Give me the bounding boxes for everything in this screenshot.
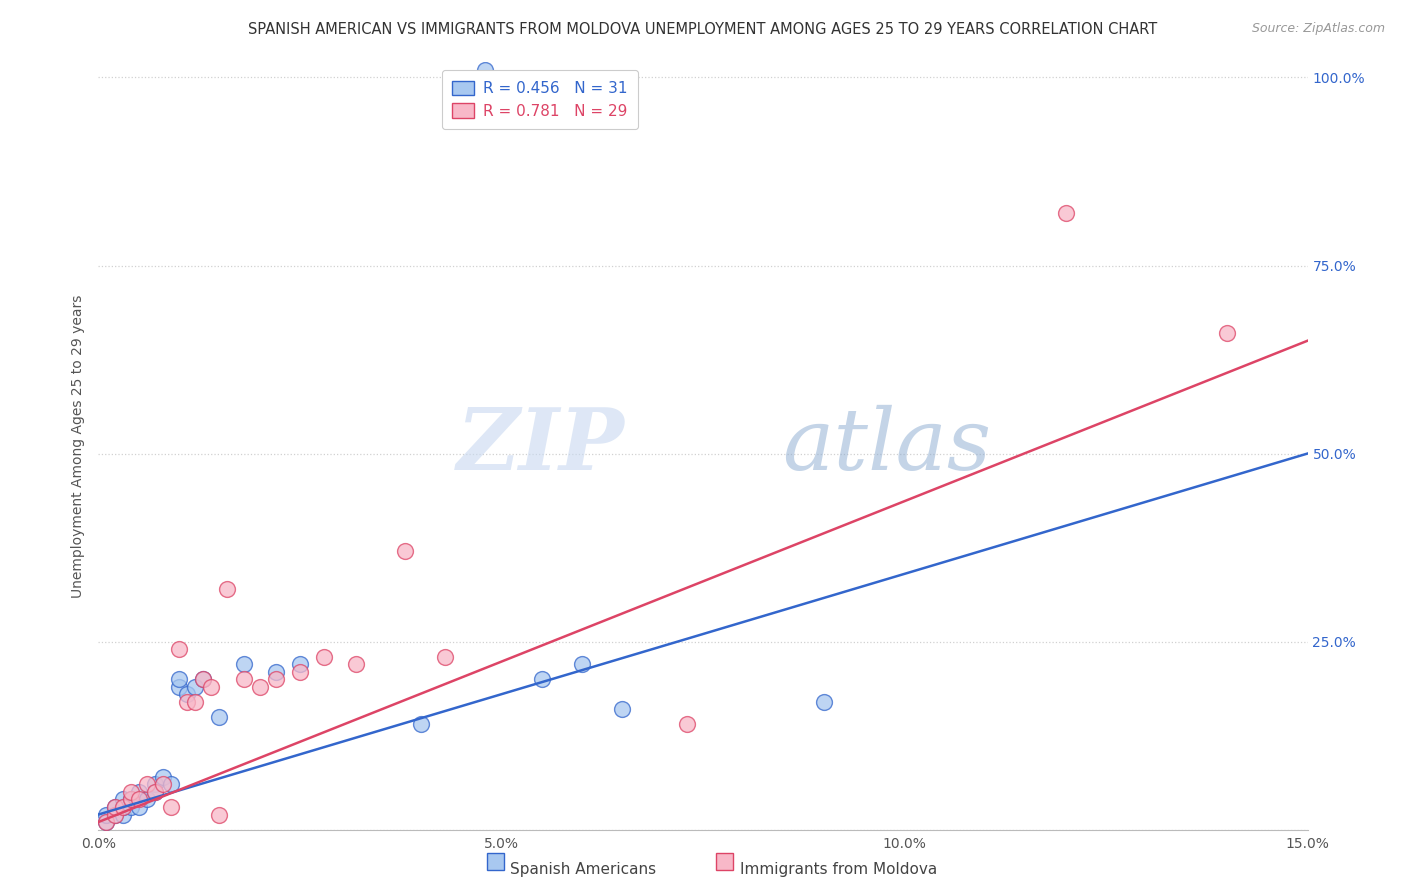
Point — [135, 792, 157, 806]
Text: Immigrants from Moldova: Immigrants from Moldova — [740, 863, 936, 877]
Point — [394, 544, 416, 558]
Text: atlas: atlas — [782, 405, 991, 487]
Legend: R = 0.456   N = 31, R = 0.781   N = 29: R = 0.456 N = 31, R = 0.781 N = 29 — [441, 70, 638, 129]
Point — [193, 672, 215, 686]
Point — [128, 785, 150, 799]
Point — [160, 800, 183, 814]
Point — [264, 665, 287, 679]
Point — [813, 695, 835, 709]
Text: ZIP: ZIP — [457, 404, 624, 488]
Point — [1054, 206, 1077, 220]
Text: SPANISH AMERICAN VS IMMIGRANTS FROM MOLDOVA UNEMPLOYMENT AMONG AGES 25 TO 29 YEA: SPANISH AMERICAN VS IMMIGRANTS FROM MOLD… — [249, 22, 1157, 37]
Point — [111, 800, 134, 814]
Point — [232, 657, 254, 672]
Point — [120, 785, 142, 799]
Point — [143, 785, 166, 799]
Point — [184, 695, 207, 709]
Point — [344, 657, 367, 672]
Point — [103, 800, 125, 814]
Point — [160, 777, 183, 791]
Point — [167, 642, 190, 657]
Bar — [486, 853, 503, 871]
Bar — [717, 853, 734, 871]
Point — [152, 770, 174, 784]
Point — [111, 800, 134, 814]
Point — [571, 657, 593, 672]
Point — [612, 702, 634, 716]
Point — [143, 785, 166, 799]
Point — [184, 680, 207, 694]
Point — [176, 695, 198, 709]
Point — [120, 800, 142, 814]
Point — [200, 680, 222, 694]
Point — [128, 800, 150, 814]
Point — [103, 800, 125, 814]
Text: Source: ZipAtlas.com: Source: ZipAtlas.com — [1251, 22, 1385, 36]
Point — [167, 672, 190, 686]
Point — [167, 680, 190, 694]
Point — [111, 792, 134, 806]
Point — [1216, 326, 1239, 341]
Point — [288, 657, 311, 672]
Point — [474, 62, 496, 77]
Point — [152, 777, 174, 791]
Point — [176, 687, 198, 701]
Point — [135, 777, 157, 791]
Point — [120, 792, 142, 806]
Point — [249, 680, 271, 694]
Point — [208, 807, 231, 822]
Point — [530, 672, 553, 686]
Text: Spanish Americans: Spanish Americans — [510, 863, 657, 877]
Point — [143, 777, 166, 791]
Point — [193, 672, 215, 686]
Point — [314, 649, 336, 664]
Point — [96, 815, 118, 830]
Point — [288, 665, 311, 679]
Point — [232, 672, 254, 686]
Point — [103, 807, 125, 822]
Point — [676, 717, 699, 731]
Point — [128, 792, 150, 806]
Point — [103, 807, 125, 822]
Point — [120, 792, 142, 806]
Point — [111, 807, 134, 822]
Point — [96, 807, 118, 822]
Point — [96, 815, 118, 830]
Point — [208, 710, 231, 724]
Point — [264, 672, 287, 686]
Point — [217, 582, 239, 596]
Point — [434, 649, 457, 664]
Point — [409, 717, 432, 731]
Y-axis label: Unemployment Among Ages 25 to 29 years: Unemployment Among Ages 25 to 29 years — [72, 294, 86, 598]
